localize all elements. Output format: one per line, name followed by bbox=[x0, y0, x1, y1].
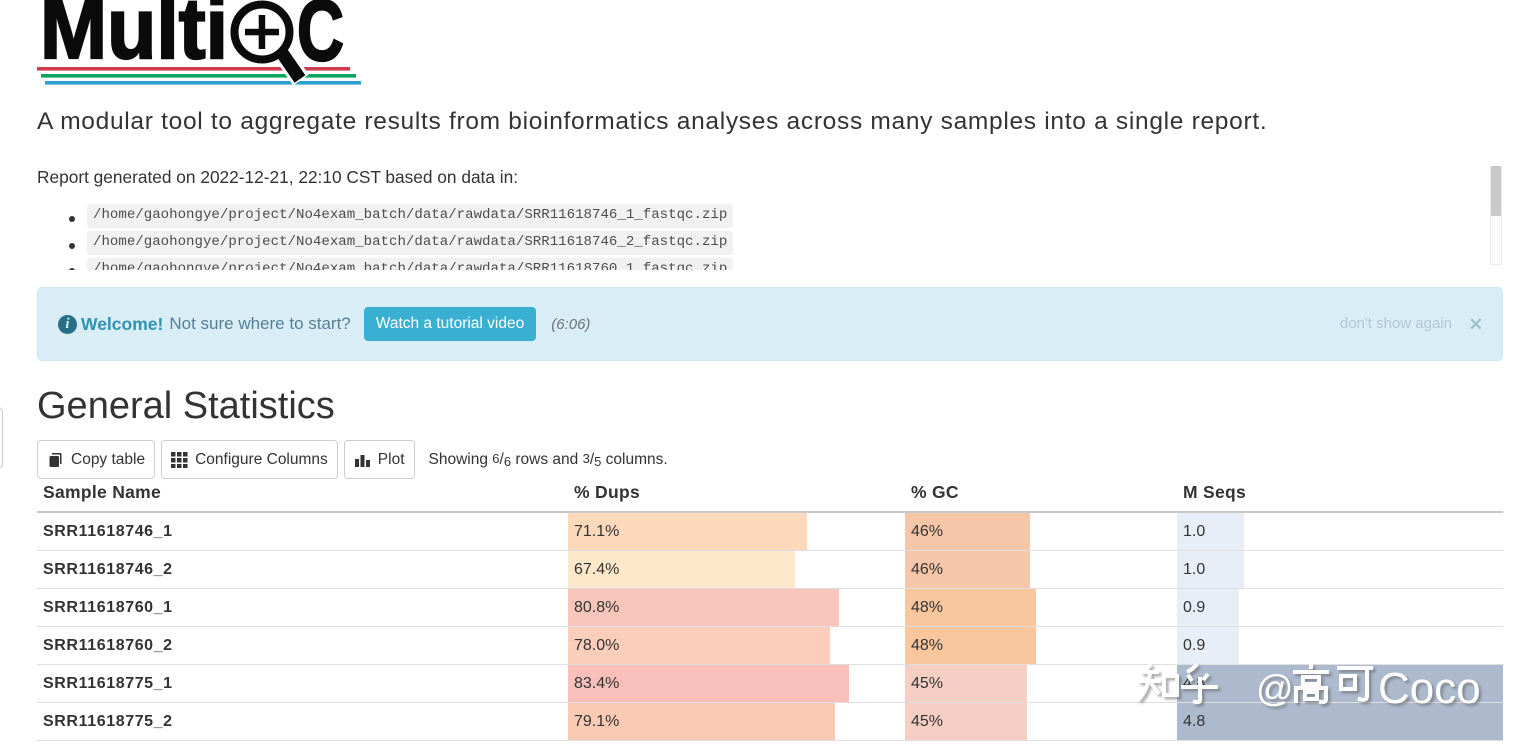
svg-text:Multi: Multi bbox=[40, 0, 228, 77]
svg-text:C: C bbox=[297, 0, 344, 79]
